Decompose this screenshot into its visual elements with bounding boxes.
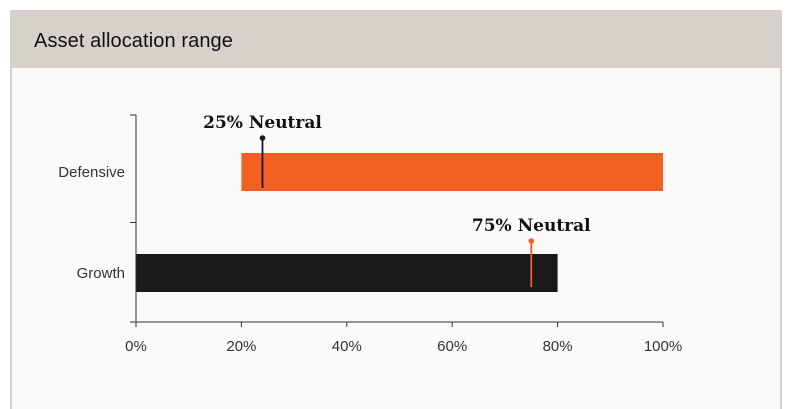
chart-card: Asset allocation range [10,10,782,409]
bar-growth [136,254,558,292]
card-title: Asset allocation range [34,30,233,52]
x-tick-label: 60% [437,338,467,355]
x-tick-label: 40% [332,338,362,355]
neutral-marker-dot [259,135,266,141]
x-tick-label: 20% [226,338,256,355]
bar-defensive [241,153,663,191]
neutral-marker-dot [528,238,535,244]
x-tick-label: 80% [543,338,573,355]
category-label-defensive: Defensive [58,164,125,181]
neutral-marker-label: 25% Neutral [203,113,322,133]
x-tick-label: 100% [644,338,682,355]
neutral-marker-label: 75% Neutral [472,216,591,236]
card-header: Asset allocation range [12,10,780,68]
category-label-growth: Growth [77,265,125,282]
x-tick-label: 0% [125,338,147,355]
